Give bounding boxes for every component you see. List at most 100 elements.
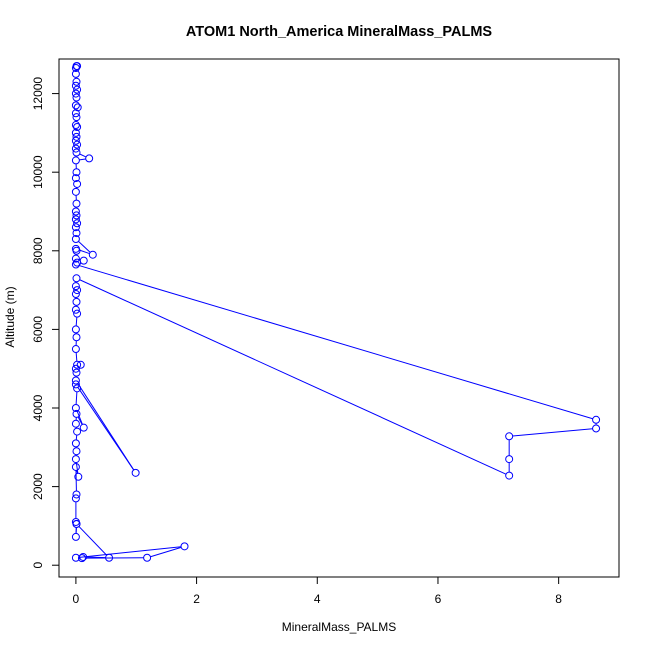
data-point [72, 409, 81, 418]
data-point [85, 154, 94, 163]
data-point [71, 364, 80, 373]
data-point [71, 290, 80, 299]
data-point [71, 380, 80, 389]
data-point [71, 462, 80, 471]
y-tick-label: 2000 [31, 473, 45, 500]
data-point [71, 187, 80, 196]
data-point [72, 132, 81, 141]
data-point [73, 103, 82, 112]
series-segment [79, 265, 593, 420]
series-segment [76, 411, 83, 425]
data-point [74, 472, 83, 481]
series-layer [71, 62, 601, 563]
data-point [71, 64, 80, 73]
data-point [180, 542, 189, 551]
data-point [71, 121, 80, 130]
data-point [71, 89, 80, 98]
data-point [73, 179, 82, 188]
data-point [72, 490, 81, 499]
series-segment [79, 546, 182, 558]
data-point [71, 376, 80, 385]
data-point [71, 81, 80, 90]
data-point [72, 447, 81, 456]
data-point [143, 553, 152, 562]
series-segment [76, 470, 78, 474]
data-point [72, 333, 81, 342]
data-point [71, 207, 80, 216]
data-point [73, 360, 82, 369]
data-point [105, 553, 114, 562]
data-point [73, 122, 82, 131]
x-tick-label: 6 [435, 592, 442, 606]
series-segment [79, 249, 90, 255]
data-point [72, 113, 81, 122]
data-point [79, 423, 88, 432]
data-point [505, 455, 514, 464]
series-segment [75, 317, 78, 326]
data-point [71, 553, 80, 562]
y-tick-label: 4000 [31, 394, 45, 421]
data-point [505, 432, 514, 441]
series-segment [150, 546, 182, 558]
x-tick-label: 4 [314, 592, 321, 606]
data-point [73, 258, 82, 267]
data-point [72, 274, 81, 283]
data-point [72, 246, 81, 255]
data-point [71, 439, 80, 448]
data-point [73, 286, 82, 295]
chart-title: ATOM1 North_America MineralMass_PALMS [186, 24, 493, 40]
data-point [72, 229, 81, 238]
series-segment [512, 428, 593, 437]
data-point [71, 215, 80, 224]
data-point [71, 235, 80, 244]
data-point [71, 345, 80, 354]
series-segment [77, 416, 83, 425]
data-point [77, 554, 86, 563]
data-point [71, 174, 80, 183]
data-point [71, 260, 80, 269]
data-point [71, 144, 80, 153]
data-point [592, 424, 601, 433]
x-tick-label: 0 [73, 592, 80, 606]
data-point [73, 140, 82, 149]
data-point [72, 297, 81, 306]
data-point [71, 156, 80, 165]
series-segment [79, 279, 507, 475]
series-segment [75, 352, 78, 362]
y-tick-label: 12000 [31, 77, 45, 111]
data-point [73, 219, 82, 228]
data-point [71, 404, 80, 413]
data-point [72, 211, 81, 220]
data-point [72, 199, 81, 208]
data-point [71, 532, 80, 541]
data-point [72, 148, 81, 157]
data-point [72, 368, 81, 377]
data-point [71, 455, 80, 464]
y-axis-label: Altitude (m) [3, 286, 17, 347]
y-axis: 0 2000 4000 6000 8000 10000 12000 [31, 77, 60, 569]
data-point [73, 85, 82, 94]
data-point [71, 254, 80, 263]
data-point [71, 69, 80, 78]
data-point [71, 494, 80, 503]
y-tick-label: 0 [31, 562, 45, 569]
data-point [71, 101, 80, 110]
data-point [72, 77, 81, 86]
x-axis: 0 2 4 6 8 [73, 576, 562, 606]
y-tick-label: 10000 [31, 155, 45, 189]
series-segment [78, 526, 108, 556]
data-point [71, 109, 80, 118]
series-segment [79, 153, 87, 158]
series-segment [79, 158, 86, 161]
x-tick-label: 2 [193, 592, 200, 606]
y-tick-label: 8000 [31, 237, 45, 264]
data-point [73, 384, 82, 393]
data-point [72, 168, 81, 177]
series-segment [78, 241, 91, 253]
data-point [71, 223, 80, 232]
data-point [72, 93, 81, 102]
series-segment [77, 387, 135, 471]
x-tick-label: 8 [555, 592, 562, 606]
data-point [131, 468, 140, 477]
